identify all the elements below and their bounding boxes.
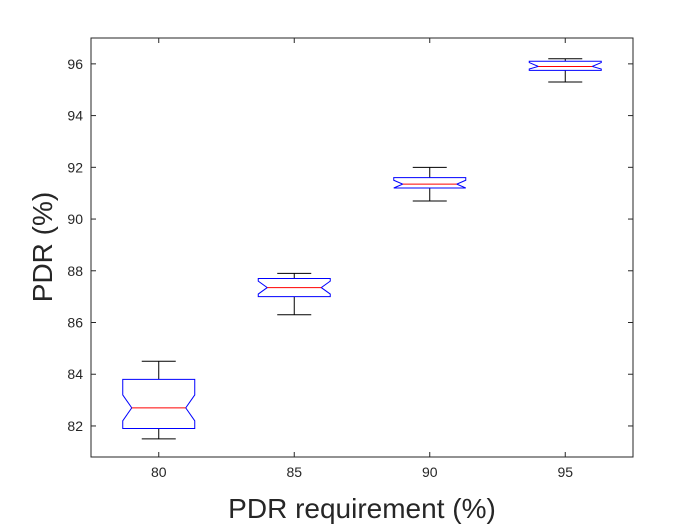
box-90 — [393, 166, 467, 202]
y-axis: 82 84 86 88 90 92 94 96 — [67, 56, 633, 434]
box-body — [528, 60, 602, 71]
x-axis: 80 85 90 95 — [151, 38, 573, 480]
y-tick-label: 84 — [67, 366, 83, 382]
y-tick-label: 90 — [67, 211, 83, 227]
y-axis-title: PDR (%) — [27, 192, 58, 302]
y-tick-label: 88 — [67, 263, 83, 279]
x-tick-label: 95 — [557, 464, 573, 480]
x-axis-title: PDR requirement (%) — [228, 493, 496, 524]
y-tick-label: 94 — [67, 108, 83, 124]
box-85 — [257, 272, 331, 316]
box-body — [122, 378, 196, 430]
x-tick-label: 80 — [151, 464, 167, 480]
box-body — [393, 177, 467, 189]
y-tick-label: 96 — [67, 56, 83, 72]
y-tick-label: 82 — [67, 418, 83, 434]
box-80 — [122, 360, 196, 440]
x-tick-label: 85 — [286, 464, 302, 480]
x-tick-label: 90 — [422, 464, 438, 480]
y-tick-label: 92 — [67, 159, 83, 175]
boxes-group — [122, 58, 602, 440]
box-95 — [528, 58, 602, 83]
y-tick-label: 86 — [67, 315, 83, 331]
